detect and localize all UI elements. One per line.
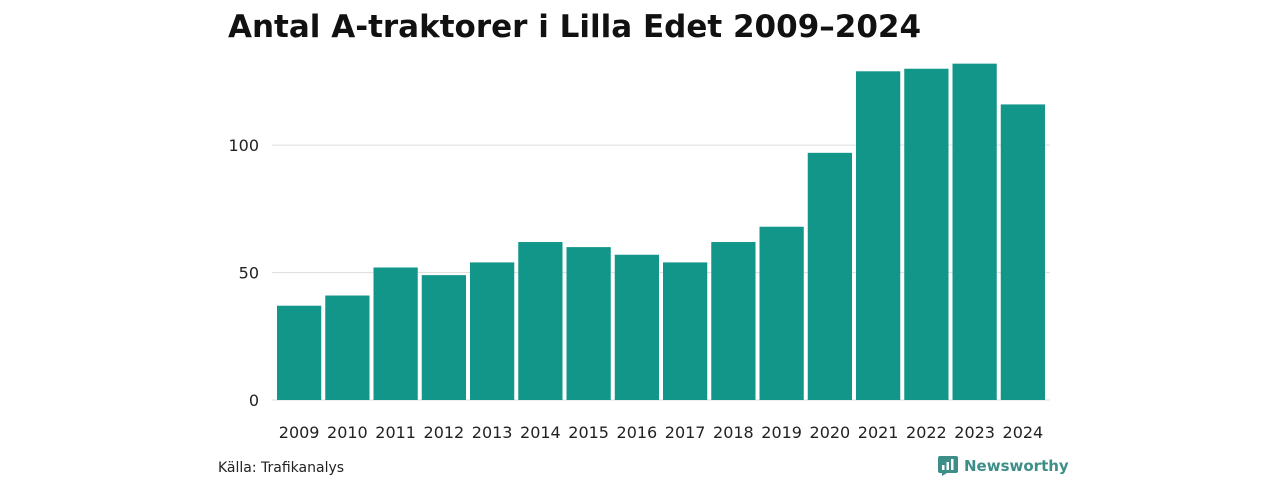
bar-2012 (421, 275, 466, 400)
bar-2021 (856, 71, 901, 401)
x-tick-label: 2012 (424, 423, 465, 442)
x-tick-label: 2021 (858, 423, 899, 442)
x-tick-label: 2010 (327, 423, 368, 442)
bar-2019 (759, 226, 804, 400)
x-tick-label: 2018 (713, 423, 754, 442)
bar-2022 (904, 68, 949, 401)
bar-2020 (807, 152, 852, 400)
x-tick-label: 2016 (617, 423, 658, 442)
source-credit: Källa: Trafikanalys (218, 460, 345, 476)
x-tick-label: 2011 (375, 423, 416, 442)
bar-2023 (952, 63, 997, 401)
y-tick-label: 50 (239, 264, 259, 283)
x-tick-label: 2023 (954, 423, 995, 442)
x-tick-label: 2024 (1003, 423, 1044, 442)
x-tick-label: 2014 (520, 423, 561, 442)
bar-2015 (566, 247, 611, 400)
newsworthy-brand: Newsworthy (938, 456, 1069, 476)
chart-title: Antal A-traktorer i Lilla Edet 2009–2024 (228, 9, 922, 45)
bar-2018 (711, 242, 756, 400)
bar-2009 (277, 305, 322, 400)
y-axis-ticks: 0 50 100 (228, 136, 259, 410)
bar-2017 (663, 262, 708, 400)
y-tick-label: 100 (228, 136, 259, 155)
x-tick-label: 2015 (568, 423, 609, 442)
bars (277, 63, 1045, 401)
x-tick-label: 2020 (810, 423, 851, 442)
y-tick-label: 0 (249, 391, 259, 410)
bar-2024 (1000, 104, 1045, 400)
x-tick-label: 2019 (761, 423, 802, 442)
bar-2011 (373, 267, 418, 400)
bar-2014 (518, 242, 563, 400)
x-axis-ticks: 2009 2010 2011 2012 2013 2014 2015 2016 2017 2018… (279, 423, 1043, 442)
x-tick-label: 2009 (279, 423, 320, 442)
newsworthy-wordmark: Newsworthy (964, 457, 1069, 475)
x-tick-label: 2013 (472, 423, 513, 442)
x-tick-label: 2022 (906, 423, 947, 442)
newsworthy-logo-icon (938, 456, 958, 476)
bar-2013 (470, 262, 515, 400)
bar-2016 (614, 254, 659, 400)
x-tick-label: 2017 (665, 423, 706, 442)
bar-2010 (325, 295, 370, 400)
